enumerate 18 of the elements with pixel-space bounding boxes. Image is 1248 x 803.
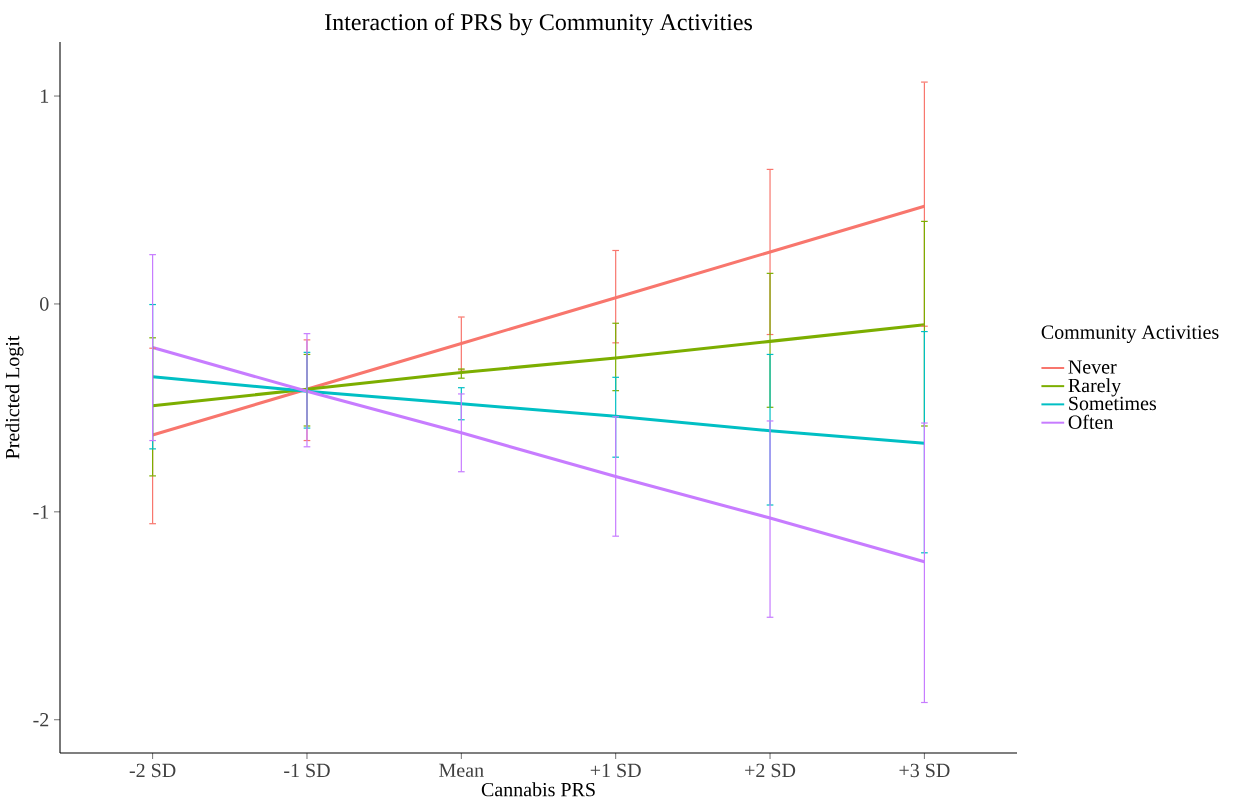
x-tick-label: +2 SD: [745, 763, 796, 778]
legend-label: Rarely: [1068, 378, 1122, 397]
x-tick-label: +1 SD: [590, 763, 641, 778]
chart-title: Interaction of PRS by Community Activities: [325, 13, 753, 36]
y-axis-title: Predicted Logit: [5, 335, 24, 459]
x-tick-label: Mean: [439, 763, 484, 777]
y-tick-label: 1: [41, 89, 49, 103]
legend-label: Never: [1068, 360, 1117, 374]
x-axis-title: Cannabis PRS: [481, 782, 595, 797]
legend-label: Often: [1068, 414, 1114, 429]
legend-title: Community Activities: [1041, 325, 1219, 343]
y-tick-label: -1: [33, 505, 49, 519]
x-tick-label: +3 SD: [899, 763, 950, 778]
x-tick-label: -2 SD: [129, 763, 176, 778]
legend-label: Sometimes: [1069, 396, 1157, 411]
y-tick-label: -2: [33, 713, 49, 727]
x-tick-label: -1 SD: [284, 763, 330, 778]
y-tick-label: 0: [40, 297, 49, 311]
